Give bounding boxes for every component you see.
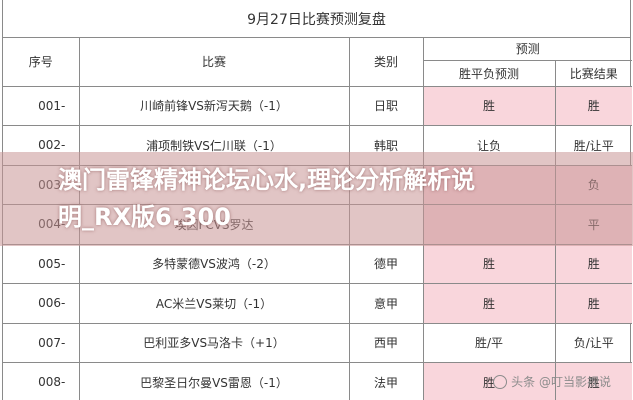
row-prediction: 胜/平	[422, 322, 556, 363]
table-row: 006- AC米兰VS莱切（-1） 意甲胜胜	[3, 283, 633, 324]
row-category: 德甲	[348, 243, 424, 284]
row-no: 007-	[3, 322, 80, 363]
row-result: 胜	[554, 85, 633, 126]
row-match: AC米兰VS莱切（-1）	[78, 283, 350, 324]
table-row: 005- 多特蒙德VS波鸿（-2） 德甲胜胜	[3, 243, 633, 284]
row-no: 008-	[3, 362, 80, 400]
row-category: 法甲	[348, 362, 424, 400]
row-prediction: 胜	[422, 283, 556, 324]
banner-line-2: 明_RX版6.300	[58, 203, 231, 231]
row-no: 006-	[3, 283, 80, 324]
table-row: 001- 川崎前锋VS新泻天鹅（-1） 日职胜胜	[3, 85, 633, 126]
row-category: 西甲	[348, 322, 424, 363]
table-row: 007- 巴利亚多VS马洛卡（+1） 西甲 胜/平 负/让平	[3, 322, 633, 363]
row-prediction: 胜	[422, 362, 556, 400]
watermark-text: 头条 @叮当影视说	[511, 375, 611, 389]
table-row: 008- 巴黎圣日尔曼VS雷恩（-1） 法甲胜胜	[3, 362, 633, 400]
row-match: 川崎前锋VS新泻天鹅（-1）	[78, 85, 350, 126]
header-pred-result: 胜平负预测	[423, 59, 556, 87]
row-match: 巴利亚多VS马洛卡（+1）	[78, 322, 350, 363]
row-result: 负/让平	[554, 322, 633, 363]
row-prediction: 胜	[422, 243, 556, 284]
row-match: 多特蒙德VS波鸿（-2）	[78, 243, 350, 284]
row-category: 意甲	[348, 283, 424, 324]
row-no: 005-	[3, 243, 80, 284]
header-no: 序号	[3, 38, 80, 87]
header-actual-result: 比赛结果	[554, 59, 633, 87]
banner-line-1: 澳门雷锋精神论坛心水,理论分析解析说	[58, 166, 476, 194]
watermark: 头条 @叮当影视说	[493, 373, 611, 390]
row-no: 001-	[3, 85, 80, 126]
row-result: 胜	[554, 243, 633, 284]
header-prediction-group: 预测	[422, 38, 633, 61]
sheet-title: 9月27日比赛预测复盘	[3, 0, 630, 38]
platform-logo-icon	[493, 374, 508, 389]
row-match: 巴黎圣日尔曼VS雷恩（-1）	[78, 362, 350, 400]
row-category: 日职	[348, 85, 424, 126]
row-prediction: 胜	[422, 85, 556, 126]
title-banner[interactable]: 澳门雷锋精神论坛心水,理论分析解析说 明_RX版6.300	[0, 152, 633, 246]
row-result: 胜	[554, 362, 633, 400]
header-match: 比赛	[78, 38, 350, 87]
row-result: 胜	[554, 283, 633, 324]
header-category: 类别	[348, 38, 424, 87]
